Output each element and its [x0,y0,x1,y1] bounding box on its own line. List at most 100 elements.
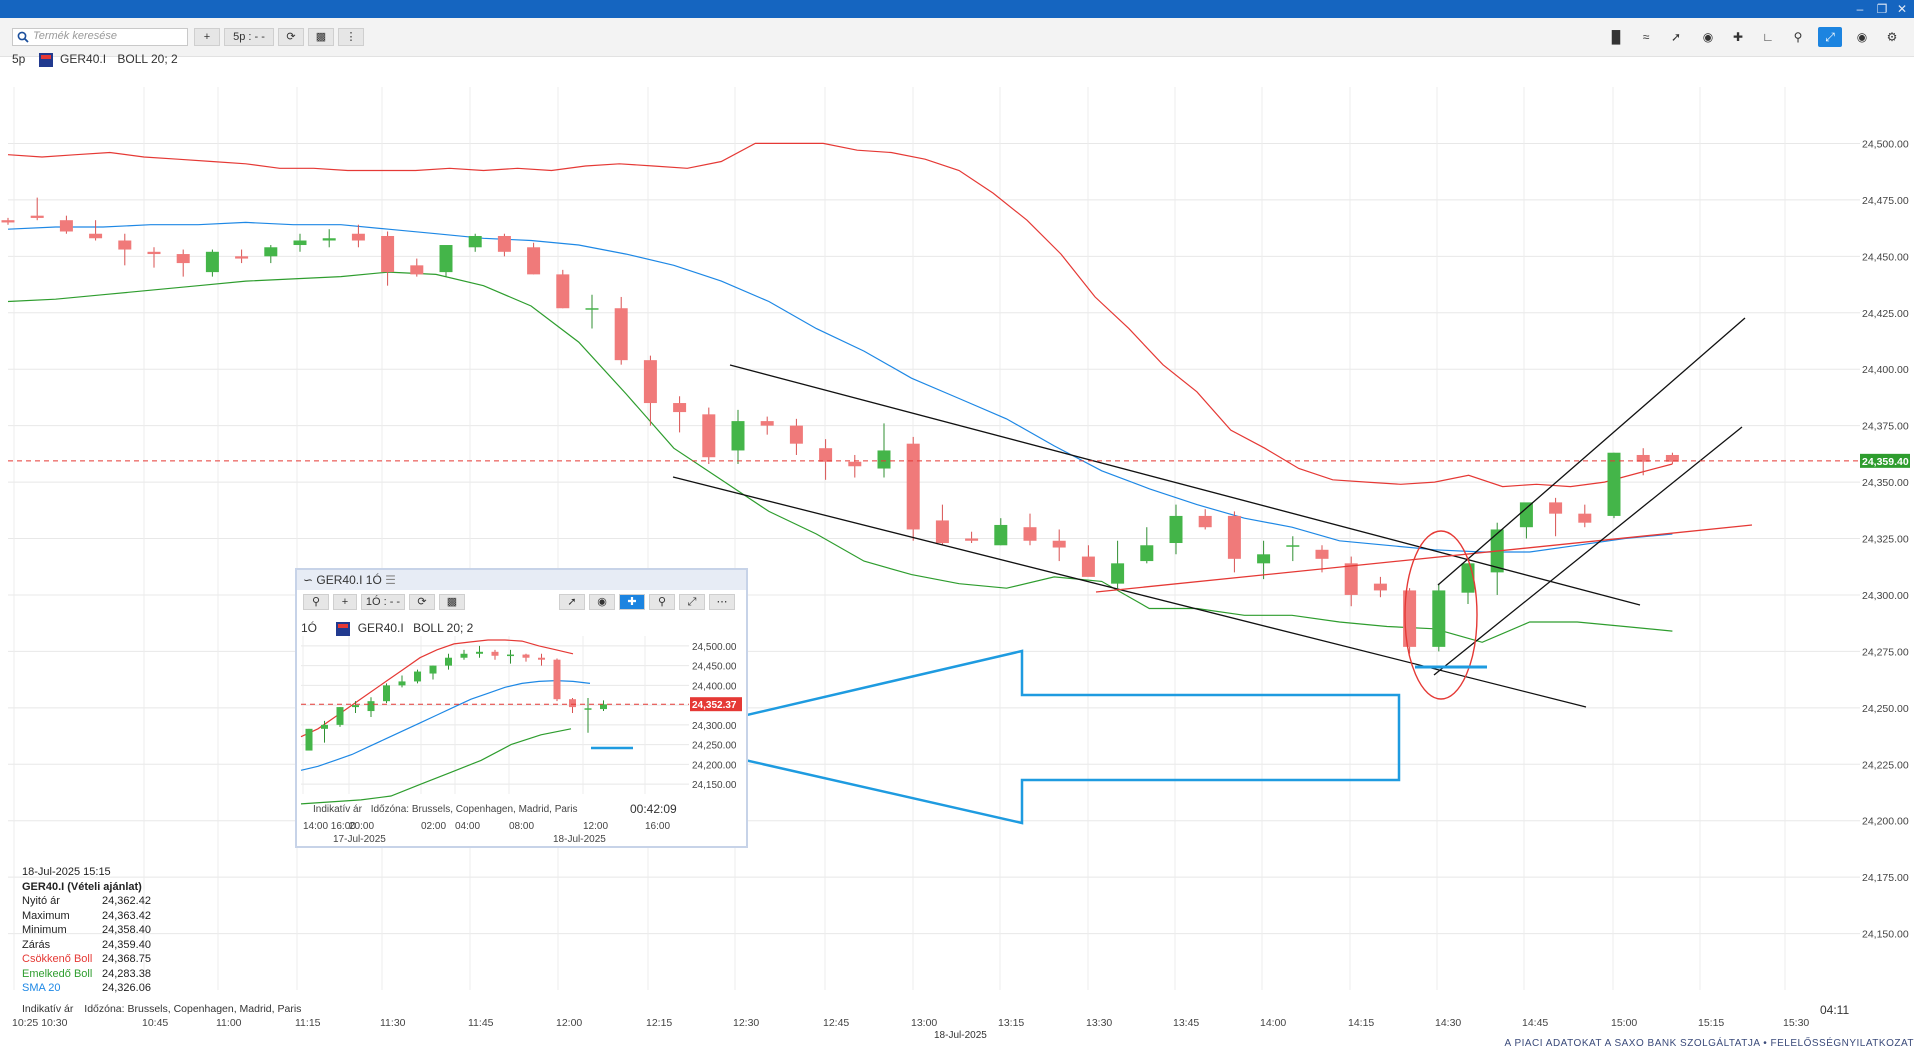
price-axis: 24,500.00 24,475.00 24,450.00 24,425.00 24,4… [1862,138,1909,940]
arrow-annotation[interactable] [647,649,1401,825]
expand-icon[interactable]: ⤢ [1818,27,1842,47]
y-tick-label: 24,300.00 [1862,590,1909,602]
current-price-label: 24,359.40 [1862,456,1909,468]
x-tick-label: 08:00 [509,821,534,832]
layout-button[interactable]: ▩ [308,28,334,46]
candles-icon[interactable]: █ [1611,30,1621,44]
candle [497,233,511,257]
x-tick-label: 14:00 [1260,1017,1286,1029]
close-icon[interactable]: ✕ [1896,2,1908,16]
candle [507,649,514,664]
add-instrument-button[interactable]: + [194,28,220,46]
candle [1403,588,1417,654]
candle [556,269,570,309]
x-tick-label: 11:15 [295,1017,321,1029]
inset-period-button[interactable]: 1Ó : - - [361,594,405,610]
inset-more-button[interactable]: ⋯ [709,594,735,610]
info-row-value: 24,358.40 [102,924,151,936]
inset-draw-button[interactable]: ➚ [559,594,585,610]
y-tick-label: 24,450.00 [1862,251,1909,263]
inset-chart-window[interactable]: ∽ GER40.I 1Ó ☰ ⚲ + 1Ó : - - ⟳ ▩ ➚ ◉ ✚ ⚲ … [295,568,748,848]
series-cs-kken-boll [300,639,574,738]
date-label: 18-Jul-2025 [553,834,606,845]
candle [367,697,375,717]
disclaimer-link[interactable]: A PIACI ADATOKAT A SAXO BANK SZOLGÁLTATJ… [1504,1038,1914,1049]
channel-line-lower[interactable] [1433,426,1743,676]
candle [352,701,359,714]
channel-line-upper[interactable] [1437,317,1746,586]
chart-line-icon: ∽ [303,573,314,587]
search-input[interactable]: Termék keresése [12,28,188,46]
trendline-upper[interactable] [729,364,1641,606]
more-menu-button[interactable]: ⋮ [338,28,364,46]
y-tick-label: 24,150.00 [1862,929,1909,941]
inset-search-button[interactable]: ⚲ [303,594,329,610]
candle [760,416,774,435]
draw-line-icon[interactable]: ➚ [1670,30,1682,44]
series-cs-kken-boll [7,142,1673,488]
candle [673,396,687,433]
trendline-red[interactable] [1095,524,1753,593]
timeframe-label[interactable]: 5p [12,52,26,66]
x-tick-label: 12:00 [583,821,608,832]
menu-icon[interactable]: ☰ [385,573,396,587]
candle [1578,504,1592,528]
y-tick-label: 24,175.00 [1862,872,1909,884]
info-row-value: 24,362.42 [102,895,151,907]
x-tick-label: 14:45 [1522,1017,1548,1029]
candle [468,233,482,252]
y-tick-label: 24,250.00 [1862,703,1909,715]
highlight-ellipse[interactable] [1404,530,1478,700]
inset-expand-button[interactable]: ⤢ [679,594,705,610]
candle [1373,576,1387,598]
symbol-label[interactable]: GER40.I [60,52,107,66]
indicator-icon[interactable]: ≈ [1642,30,1650,44]
annotations [647,317,1753,825]
inset-timezone: Időzóna: Brussels, Copenhagen, Madrid, P… [370,804,578,815]
candle [1052,529,1066,562]
info-datetime: 18-Jul-2025 15:15 [22,866,111,878]
refresh-button[interactable]: ⟳ [278,28,304,46]
inset-layout-button[interactable]: ▩ [439,594,465,610]
x-tick-label: 14:30 [1435,1017,1461,1029]
inset-chart[interactable]: 24,500.0024,450.0024,400.0024,350.0024,3… [297,570,746,846]
candle [1607,452,1621,519]
minimize-icon[interactable]: – [1856,2,1864,16]
settings-icon[interactable]: ⚙ [1886,30,1898,44]
timezone-label: Időzóna: Brussels, Copenhagen, Madrid, P… [84,1003,302,1015]
toolbar: Termék keresése + 5p : - - ⟳ ▩ ⋮ █ ≈ ➚ ◉… [0,18,1914,57]
crosshair-icon[interactable]: ✚ [1732,30,1744,44]
x-tick-label: 12:00 [556,1017,582,1029]
date-label: 18-Jul-2025 [934,1030,987,1041]
inset-symbol: GER40.I [357,621,404,635]
inset-toolbar: ⚲ + 1Ó : - - ⟳ ▩ ➚ ◉ ✚ ⚲ ⤢ ⋯ [297,594,746,612]
inset-refresh-button[interactable]: ⟳ [409,594,435,610]
eye-icon[interactable]: ◉ [1702,30,1714,44]
restore-icon[interactable]: ❐ [1876,2,1888,16]
y-tick-label: 24,450.00 [692,662,737,673]
candle [1227,511,1241,573]
x-tick-label: 04:00 [455,821,480,832]
inset-zoom-button[interactable]: ⚲ [649,594,675,610]
candle [1081,545,1095,577]
indicator-label[interactable]: BOLL 20; 2 [117,52,178,66]
trendline-lower[interactable] [672,476,1587,708]
info-row-label: SMA 20 [22,982,61,994]
period-button[interactable]: 5p : - - [224,28,274,46]
candle [819,439,833,480]
candle [89,220,103,241]
inset-eye-button[interactable]: ◉ [589,594,615,610]
candle [731,409,745,465]
y-tick-label: 24,375.00 [1862,421,1909,433]
candle [585,294,599,329]
chart-type-icon[interactable]: ∟ [1762,30,1774,44]
x-tick-label: 15:15 [1698,1017,1724,1029]
x-tick-label: 12:45 [823,1017,849,1029]
current-price-tag [690,697,742,712]
camera-icon[interactable]: ◉ [1856,30,1868,44]
zoom-icon[interactable]: ⚲ [1793,30,1803,44]
inset-add-button[interactable]: + [333,594,357,610]
inset-crosshair-button[interactable]: ✚ [619,594,645,610]
candle [147,247,161,268]
